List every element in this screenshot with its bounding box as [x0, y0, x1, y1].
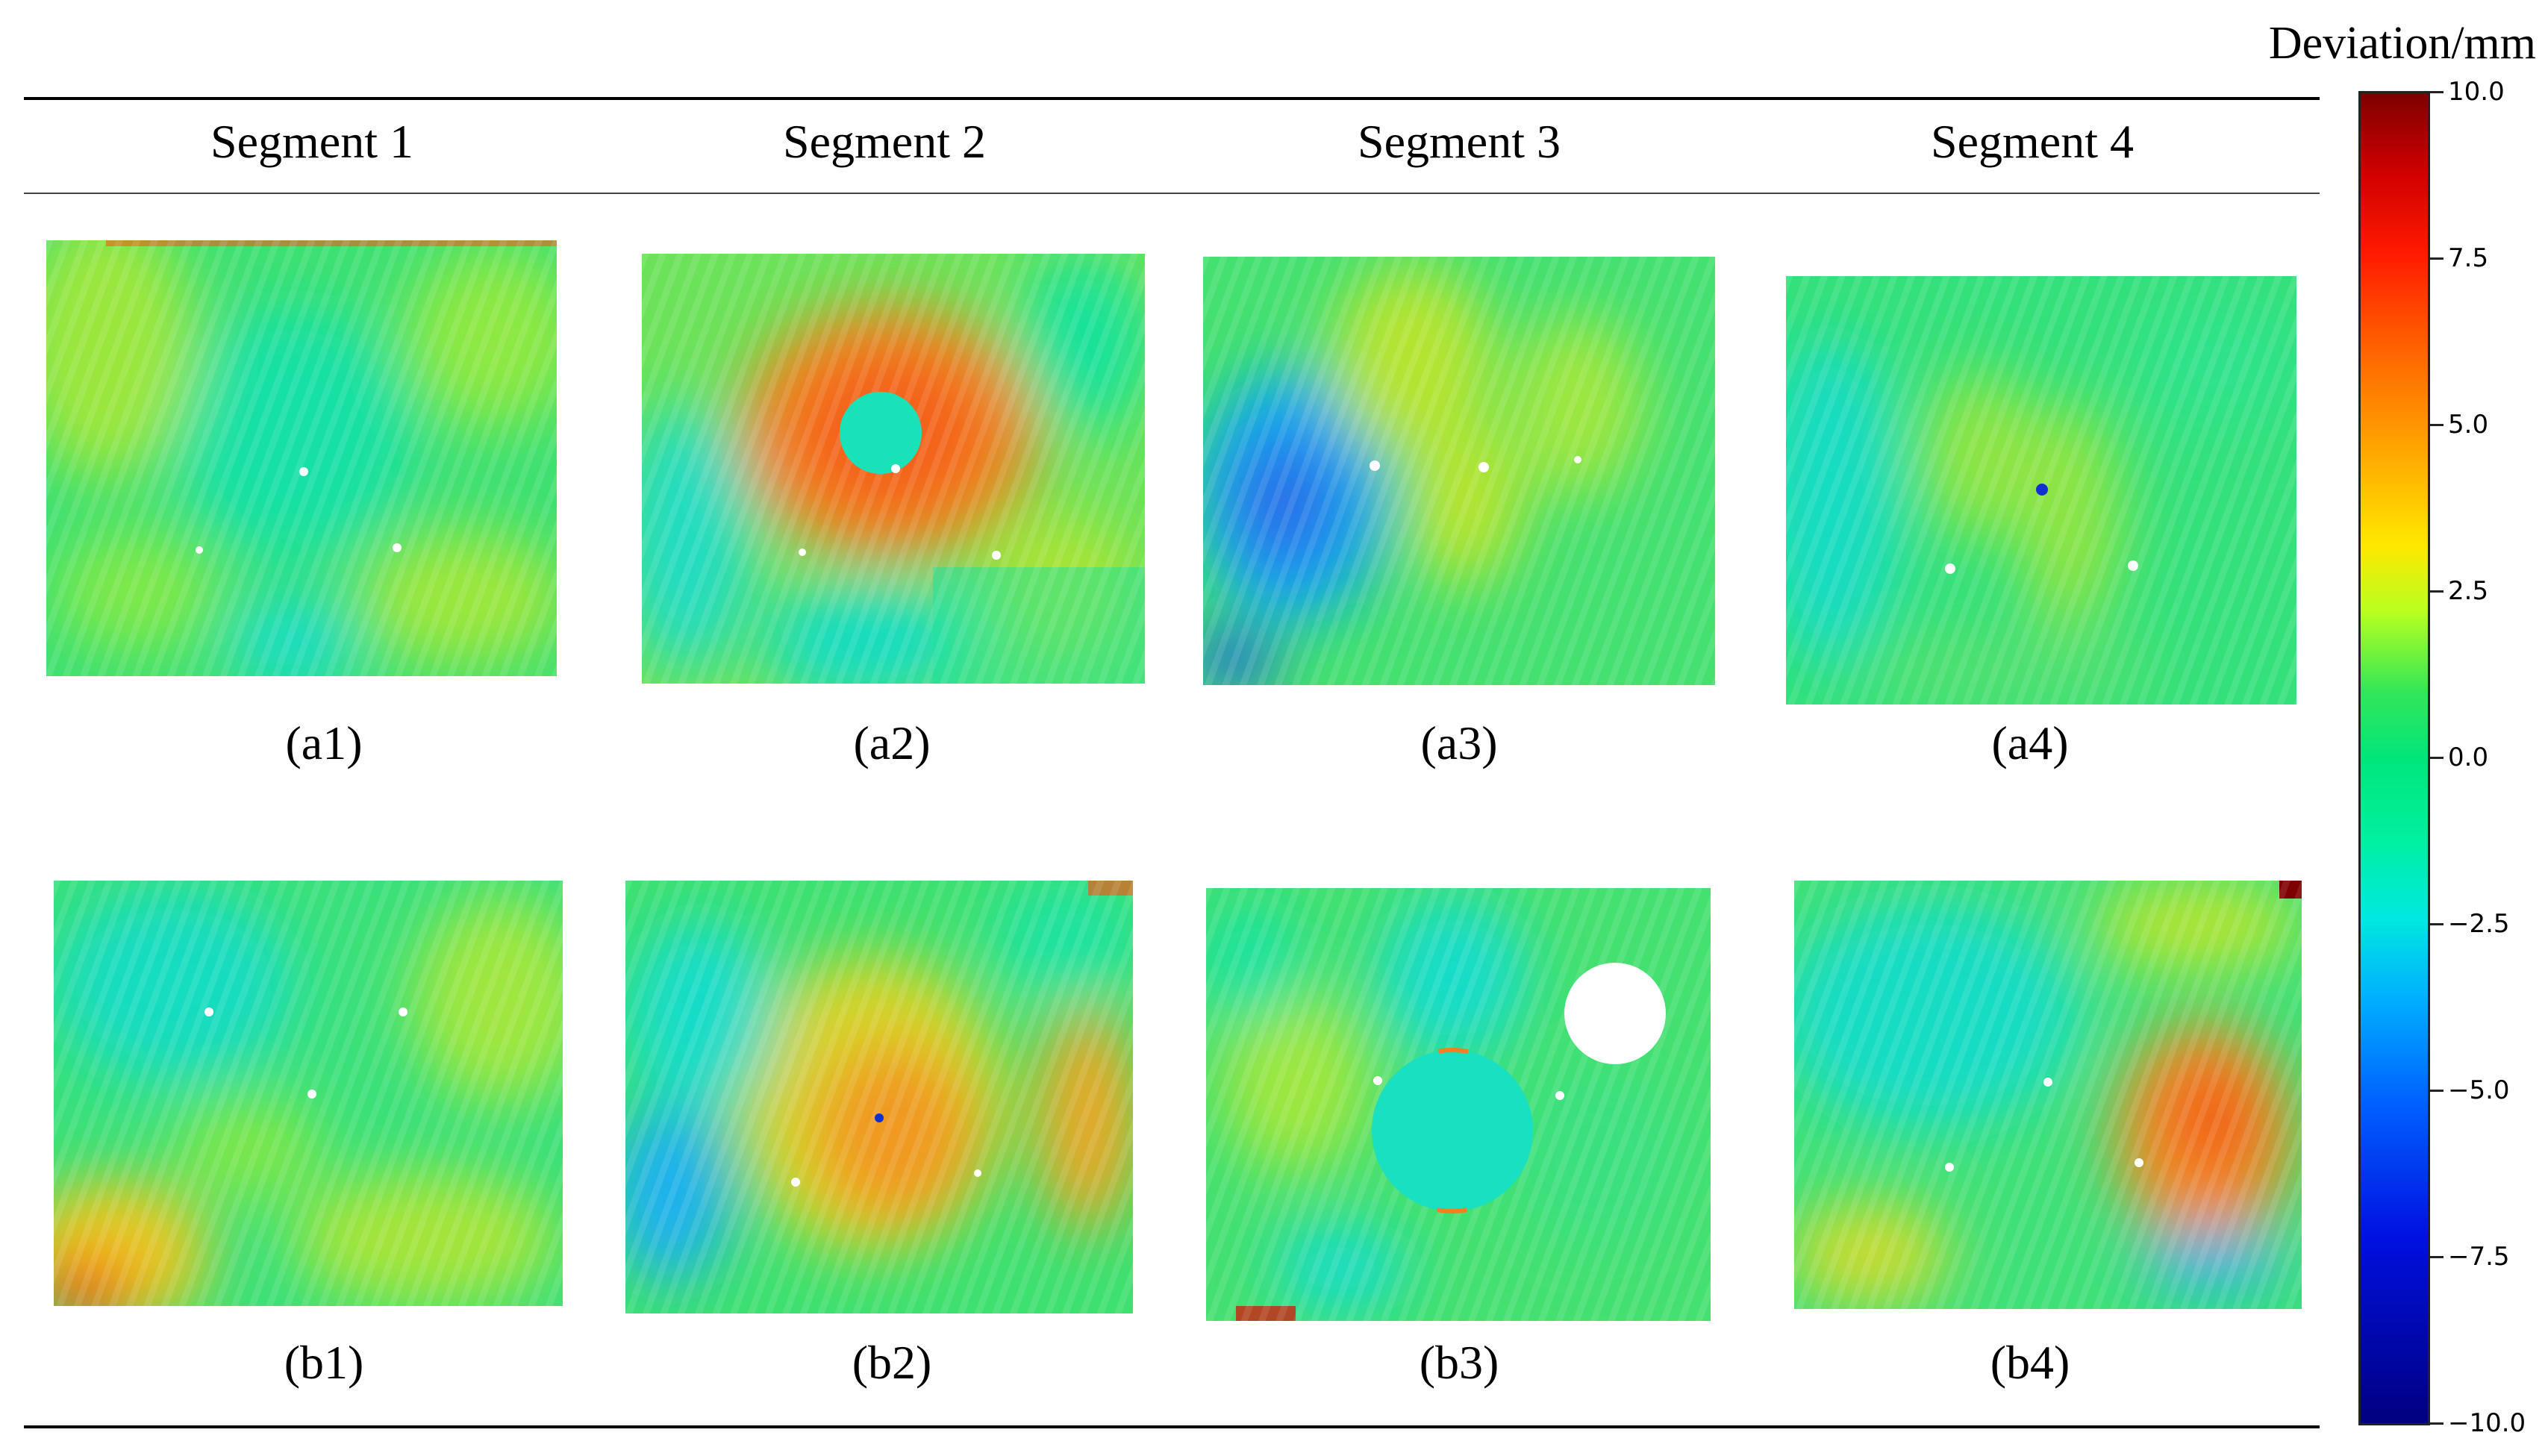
panel-b4-deviation-map: [1794, 881, 2302, 1309]
bottom-rule: [24, 1425, 2320, 1428]
segment-2-header: Segment 2: [783, 115, 986, 168]
segment-1-header: Segment 1: [210, 115, 413, 168]
colorbar-tick: [2430, 590, 2443, 593]
label-b4: (b4): [1990, 1336, 2070, 1389]
panel-b1-deviation-map: [54, 881, 563, 1306]
label-b2: (b2): [852, 1336, 932, 1389]
colorbar-tick-label: 7.5: [2448, 243, 2489, 273]
panel-a1-deviation-map: [46, 240, 557, 676]
header-rule: [24, 193, 2320, 194]
colorbar-tick: [2430, 257, 2443, 260]
panel-b2-deviation-map: [625, 881, 1133, 1313]
colorbar-tick: [2430, 757, 2443, 759]
colorbar-title: Deviation/mm: [2268, 18, 2536, 69]
label-a1: (a1): [285, 716, 363, 769]
colorbar: [2358, 91, 2430, 1425]
colorbar-tick-label: −10.0: [2448, 1408, 2526, 1438]
colorbar-tick: [2430, 1256, 2443, 1258]
segment-3-header: Segment 3: [1358, 115, 1561, 168]
label-b3: (b3): [1419, 1336, 1499, 1389]
colorbar-tick-label: 5.0: [2448, 410, 2489, 440]
colorbar-tick: [2430, 1090, 2443, 1092]
top-rule: [24, 97, 2320, 100]
colorbar-tick: [2430, 424, 2443, 426]
colorbar-tick: [2430, 1422, 2443, 1425]
colorbar-tick: [2430, 91, 2443, 93]
label-a2: (a2): [853, 716, 931, 769]
panel-a2-deviation-map: [642, 254, 1145, 684]
colorbar-tick-label: −2.5: [2448, 909, 2510, 939]
colorbar-tick-label: −5.0: [2448, 1075, 2510, 1105]
colorbar-tick-label: 2.5: [2448, 576, 2489, 606]
label-a4: (a4): [1991, 716, 2069, 769]
colorbar-tick-label: 10.0: [2448, 77, 2505, 107]
panel-b3-deviation-map: [1206, 888, 1711, 1321]
colorbar-tick-label: −7.5: [2448, 1242, 2510, 1272]
label-a3: (a3): [1420, 716, 1498, 769]
label-b1: (b1): [284, 1336, 364, 1389]
colorbar-tick-label: 0.0: [2448, 743, 2489, 772]
panel-a4-deviation-map: [1786, 276, 2296, 704]
segment-4-header: Segment 4: [1931, 115, 2134, 168]
colorbar-tick: [2430, 923, 2443, 925]
panel-a3-deviation-map: [1203, 257, 1715, 685]
